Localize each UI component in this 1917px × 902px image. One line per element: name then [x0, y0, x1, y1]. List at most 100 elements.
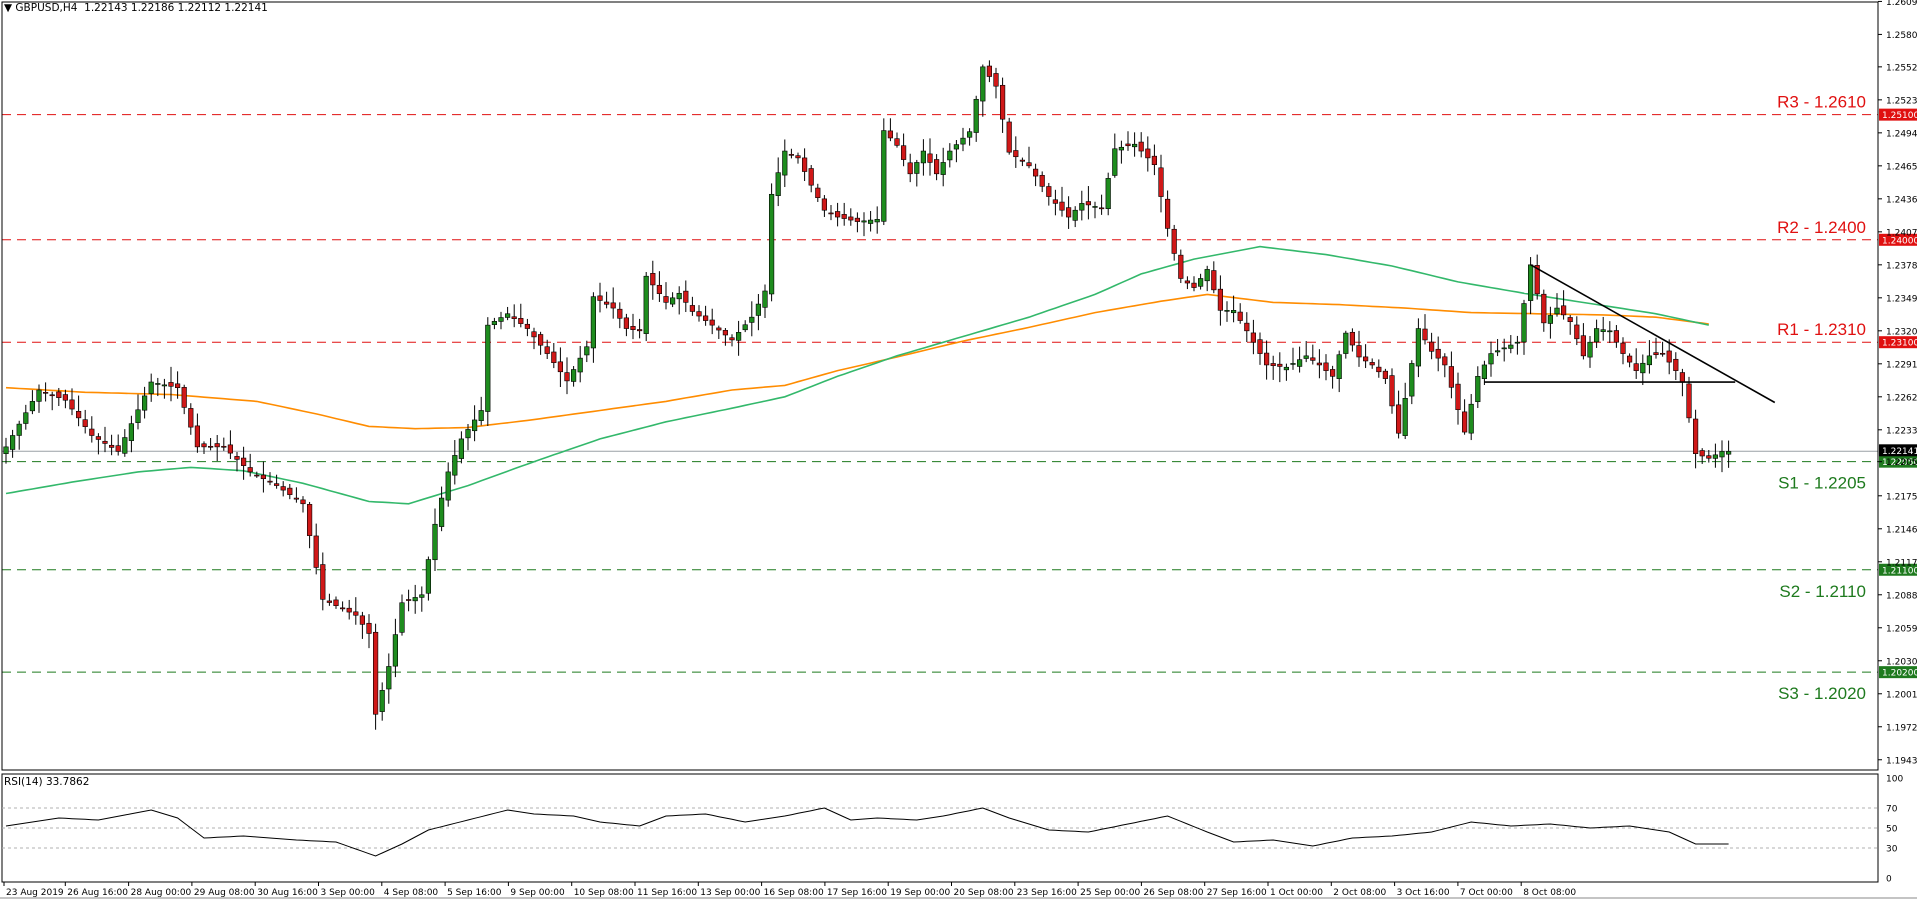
candle [782, 139, 788, 188]
candle [861, 212, 867, 237]
candle [1541, 289, 1547, 332]
candle [1250, 319, 1256, 355]
moving-average-layer [5, 245, 1709, 505]
candle [722, 328, 728, 346]
candle [1217, 275, 1223, 326]
candle [1006, 117, 1012, 155]
candle [947, 143, 953, 168]
x-tick-label: 4 Sep 08:00 [384, 888, 439, 898]
candle-body [293, 497, 300, 500]
candle-body [1554, 307, 1560, 315]
candle [1409, 360, 1415, 405]
candle [366, 614, 372, 649]
candle-body [115, 445, 121, 452]
candle-body [320, 564, 326, 600]
support-price-tag-label: 1.21100 [1882, 566, 1917, 576]
collapse-triangle-icon[interactable]: ▼ [4, 2, 13, 14]
candle-body [313, 535, 319, 568]
candle [1277, 352, 1283, 383]
candle [920, 139, 926, 176]
candle [999, 77, 1006, 133]
candle-body [920, 150, 926, 164]
candle-body [597, 295, 603, 301]
candle [676, 286, 682, 315]
chart-symbol: GBPUSD,H4 [15, 2, 78, 14]
candle-body [1171, 228, 1177, 254]
y-tick-label: 1.25520 [1886, 63, 1917, 73]
candle-body [465, 429, 471, 439]
candle-body [425, 559, 432, 594]
candle-body [887, 130, 893, 139]
candle-body [636, 329, 643, 332]
candle [894, 132, 900, 148]
candle [1013, 136, 1019, 168]
candle-body [1290, 363, 1296, 365]
candle-body [544, 346, 550, 354]
candle [1290, 347, 1296, 370]
candle [1660, 341, 1666, 357]
candle [1495, 339, 1501, 357]
candle [795, 152, 801, 164]
candle [940, 147, 946, 187]
candles-layer [3, 60, 1732, 730]
candle [1019, 157, 1025, 167]
candle-body [346, 607, 352, 613]
candle [3, 437, 9, 464]
candle [1316, 349, 1322, 379]
rsi-tick-label: 30 [1886, 845, 1898, 855]
candle [95, 433, 101, 455]
candle-body [940, 162, 946, 175]
x-tick-label: 29 Aug 08:00 [194, 888, 255, 898]
candle-body [1033, 168, 1039, 177]
candle-body [531, 331, 537, 338]
candle [907, 153, 913, 183]
candle-body [366, 622, 372, 634]
candle-body [221, 445, 227, 448]
candle [306, 501, 313, 549]
candle-body [980, 66, 986, 102]
resistance-level-label: R2 - 1.2400 [1777, 218, 1866, 237]
candle-body [841, 214, 847, 219]
x-tick-label: 16 Sep 08:00 [764, 888, 824, 898]
candle [1376, 359, 1382, 378]
candle [1363, 344, 1369, 369]
candle-body [1297, 359, 1303, 367]
candle-body [828, 212, 834, 215]
candle-body [933, 159, 940, 175]
candle-body [1099, 207, 1105, 210]
x-tick-label: 3 Sep 00:00 [321, 888, 376, 898]
candle [577, 345, 583, 383]
candle-body [1396, 404, 1402, 434]
candle [742, 320, 748, 333]
candle-body [339, 607, 346, 610]
candle-body [722, 330, 728, 336]
candle-body [1627, 355, 1633, 363]
candle [544, 339, 550, 360]
candle [1330, 365, 1336, 389]
candle-body [709, 319, 715, 326]
candle-body [1666, 350, 1672, 363]
candle [1105, 172, 1111, 216]
candle [841, 202, 847, 226]
x-tick-label: 25 Sep 00:00 [1080, 888, 1140, 898]
candle-body [300, 499, 306, 505]
candle [953, 140, 959, 163]
candle-body [1336, 354, 1342, 379]
candle [339, 601, 346, 612]
candle-body [399, 602, 405, 633]
candle-body [49, 394, 55, 397]
candle-body [603, 301, 610, 305]
candle-body [689, 305, 695, 312]
candle-body [1019, 159, 1025, 162]
candle [122, 429, 128, 457]
candle [1171, 224, 1177, 261]
candle-body [29, 401, 36, 412]
resistance-level-label: R1 - 1.2310 [1777, 320, 1866, 339]
candle-body [76, 410, 82, 419]
candle-body [894, 138, 900, 146]
candle-body [326, 600, 333, 603]
y-tick-label: 1.20010 [1886, 690, 1917, 700]
candle-body [1013, 150, 1019, 158]
candle-body [485, 324, 491, 412]
